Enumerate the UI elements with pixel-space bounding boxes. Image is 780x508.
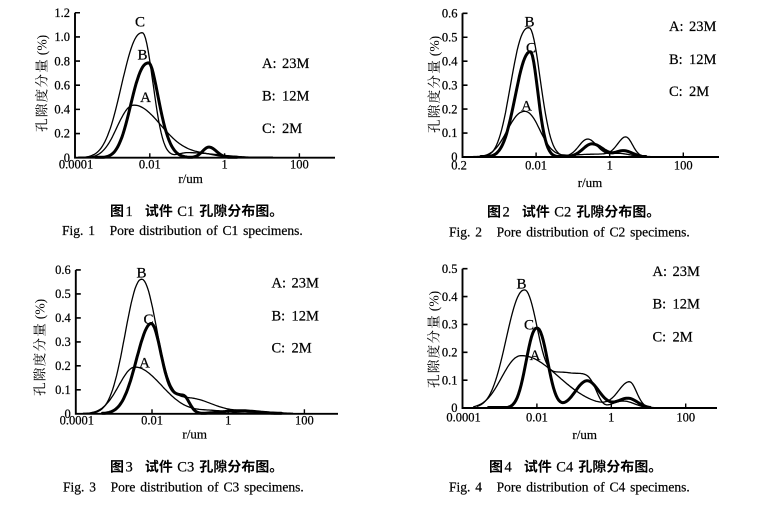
svg-text:C4: C4 xyxy=(556,460,574,476)
svg-text:0.1: 0.1 xyxy=(442,373,458,387)
svg-text:A:: A: xyxy=(653,264,668,280)
svg-text:1: 1 xyxy=(607,158,613,172)
svg-text:23M: 23M xyxy=(292,276,320,292)
svg-text:2M: 2M xyxy=(689,84,709,100)
svg-text:0.6: 0.6 xyxy=(55,263,71,277)
svg-text:0.3: 0.3 xyxy=(442,318,458,332)
svg-text:C:: C: xyxy=(653,330,667,346)
svg-text:C:: C: xyxy=(272,341,286,357)
svg-text:0: 0 xyxy=(451,150,457,164)
svg-text:B: B xyxy=(516,277,526,293)
svg-text:0.2: 0.2 xyxy=(451,158,467,172)
svg-text:100: 100 xyxy=(674,158,693,172)
svg-text:100: 100 xyxy=(676,410,695,424)
svg-text:23M: 23M xyxy=(689,19,717,35)
svg-text:0.3: 0.3 xyxy=(55,335,71,349)
svg-text:A:: A: xyxy=(272,276,287,292)
svg-text:(%): (%) xyxy=(427,36,443,56)
svg-text:0.0001: 0.0001 xyxy=(446,410,480,424)
svg-text:C2: C2 xyxy=(554,205,571,221)
svg-text:B:: B: xyxy=(262,89,276,105)
svg-text:2M: 2M xyxy=(673,330,693,346)
svg-text:0.1: 0.1 xyxy=(442,126,458,140)
svg-text:0: 0 xyxy=(451,401,457,415)
svg-text:4: 4 xyxy=(505,460,513,476)
svg-text:2M: 2M xyxy=(292,341,312,357)
svg-text:C: C xyxy=(526,41,536,57)
svg-text:0.1: 0.1 xyxy=(55,383,71,397)
svg-text:A:: A: xyxy=(669,19,684,35)
svg-text:0.01: 0.01 xyxy=(526,410,548,424)
svg-text:2: 2 xyxy=(503,205,510,221)
svg-text:0.4: 0.4 xyxy=(442,54,458,68)
svg-text:0.5: 0.5 xyxy=(55,287,71,301)
svg-text:0.2: 0.2 xyxy=(442,102,458,116)
svg-text:(%): (%) xyxy=(35,35,51,55)
svg-text:100: 100 xyxy=(295,413,314,427)
svg-text:0.2: 0.2 xyxy=(54,127,70,141)
svg-text:(%): (%) xyxy=(33,299,49,319)
svg-text:r/um: r/um xyxy=(182,426,207,441)
svg-text:12M: 12M xyxy=(292,309,320,325)
svg-text:C: C xyxy=(135,15,145,31)
svg-text:12M: 12M xyxy=(282,89,310,105)
svg-text:B: B xyxy=(137,48,147,64)
svg-text:0: 0 xyxy=(65,407,71,421)
svg-text:C: C xyxy=(524,318,534,334)
svg-text:1: 1 xyxy=(221,158,227,172)
svg-text:0.01: 0.01 xyxy=(141,413,163,427)
svg-text:0.0001: 0.0001 xyxy=(59,158,93,172)
svg-text:12M: 12M xyxy=(689,52,717,68)
svg-text:23M: 23M xyxy=(282,56,310,72)
svg-text:1.2: 1.2 xyxy=(54,6,70,20)
svg-text:B: B xyxy=(136,266,146,282)
svg-text:2M: 2M xyxy=(282,121,302,137)
svg-text:0.4: 0.4 xyxy=(54,103,70,117)
svg-text:0.5: 0.5 xyxy=(442,31,458,45)
svg-text:0.0001: 0.0001 xyxy=(60,413,94,427)
svg-text:0.6: 0.6 xyxy=(442,7,458,21)
svg-text:1.0: 1.0 xyxy=(54,30,70,44)
svg-text:A: A xyxy=(530,348,541,364)
svg-text:0.4: 0.4 xyxy=(442,290,458,304)
svg-text:Fig. 2 Pore distribution of: Fig. 2 Pore distribution of C2 specimens… xyxy=(449,225,690,240)
svg-text:0.6: 0.6 xyxy=(54,78,70,92)
svg-text:Fig. 1 Pore distribution of: Fig. 1 Pore distribution of C1 specimens… xyxy=(62,223,303,238)
svg-text:0.5: 0.5 xyxy=(442,262,458,276)
svg-text:A:: A: xyxy=(262,56,277,72)
svg-text:B:: B: xyxy=(669,52,683,68)
svg-text:Fig. 4 Pore distribution of: Fig. 4 Pore distribution of C4 specimens… xyxy=(449,479,690,494)
svg-text:23M: 23M xyxy=(673,264,701,280)
svg-text:0.8: 0.8 xyxy=(54,54,70,68)
svg-text:C:: C: xyxy=(262,121,276,137)
svg-text:0.4: 0.4 xyxy=(55,311,71,325)
svg-text:C: C xyxy=(143,312,153,328)
svg-text:1: 1 xyxy=(126,204,133,220)
svg-text:12M: 12M xyxy=(673,297,701,313)
svg-text:1: 1 xyxy=(608,410,614,424)
svg-text:r/um: r/um xyxy=(178,171,203,186)
svg-text:B: B xyxy=(524,15,534,31)
svg-text:0.01: 0.01 xyxy=(139,158,161,172)
svg-text:0.2: 0.2 xyxy=(442,346,458,360)
svg-text:0.01: 0.01 xyxy=(525,158,547,172)
svg-text:(%): (%) xyxy=(427,291,443,311)
svg-text:A: A xyxy=(139,356,150,372)
svg-text:r/um: r/um xyxy=(572,427,597,442)
svg-text:0: 0 xyxy=(64,151,70,165)
svg-text:B:: B: xyxy=(272,309,286,325)
svg-text:A: A xyxy=(140,90,151,106)
svg-text:0.3: 0.3 xyxy=(442,78,458,92)
svg-text:C:: C: xyxy=(669,84,683,100)
svg-text:C1: C1 xyxy=(177,204,194,220)
svg-text:A: A xyxy=(521,99,532,115)
svg-text:B:: B: xyxy=(653,297,667,313)
svg-text:r/um: r/um xyxy=(578,175,603,190)
svg-text:1: 1 xyxy=(225,413,231,427)
svg-text:Fig. 3 Pore distribution of: Fig. 3 Pore distribution of C3 specimens… xyxy=(63,479,304,494)
svg-text:C3: C3 xyxy=(177,460,194,476)
svg-text:0.2: 0.2 xyxy=(55,359,71,373)
svg-text:3: 3 xyxy=(126,460,133,476)
svg-text:100: 100 xyxy=(290,158,309,172)
